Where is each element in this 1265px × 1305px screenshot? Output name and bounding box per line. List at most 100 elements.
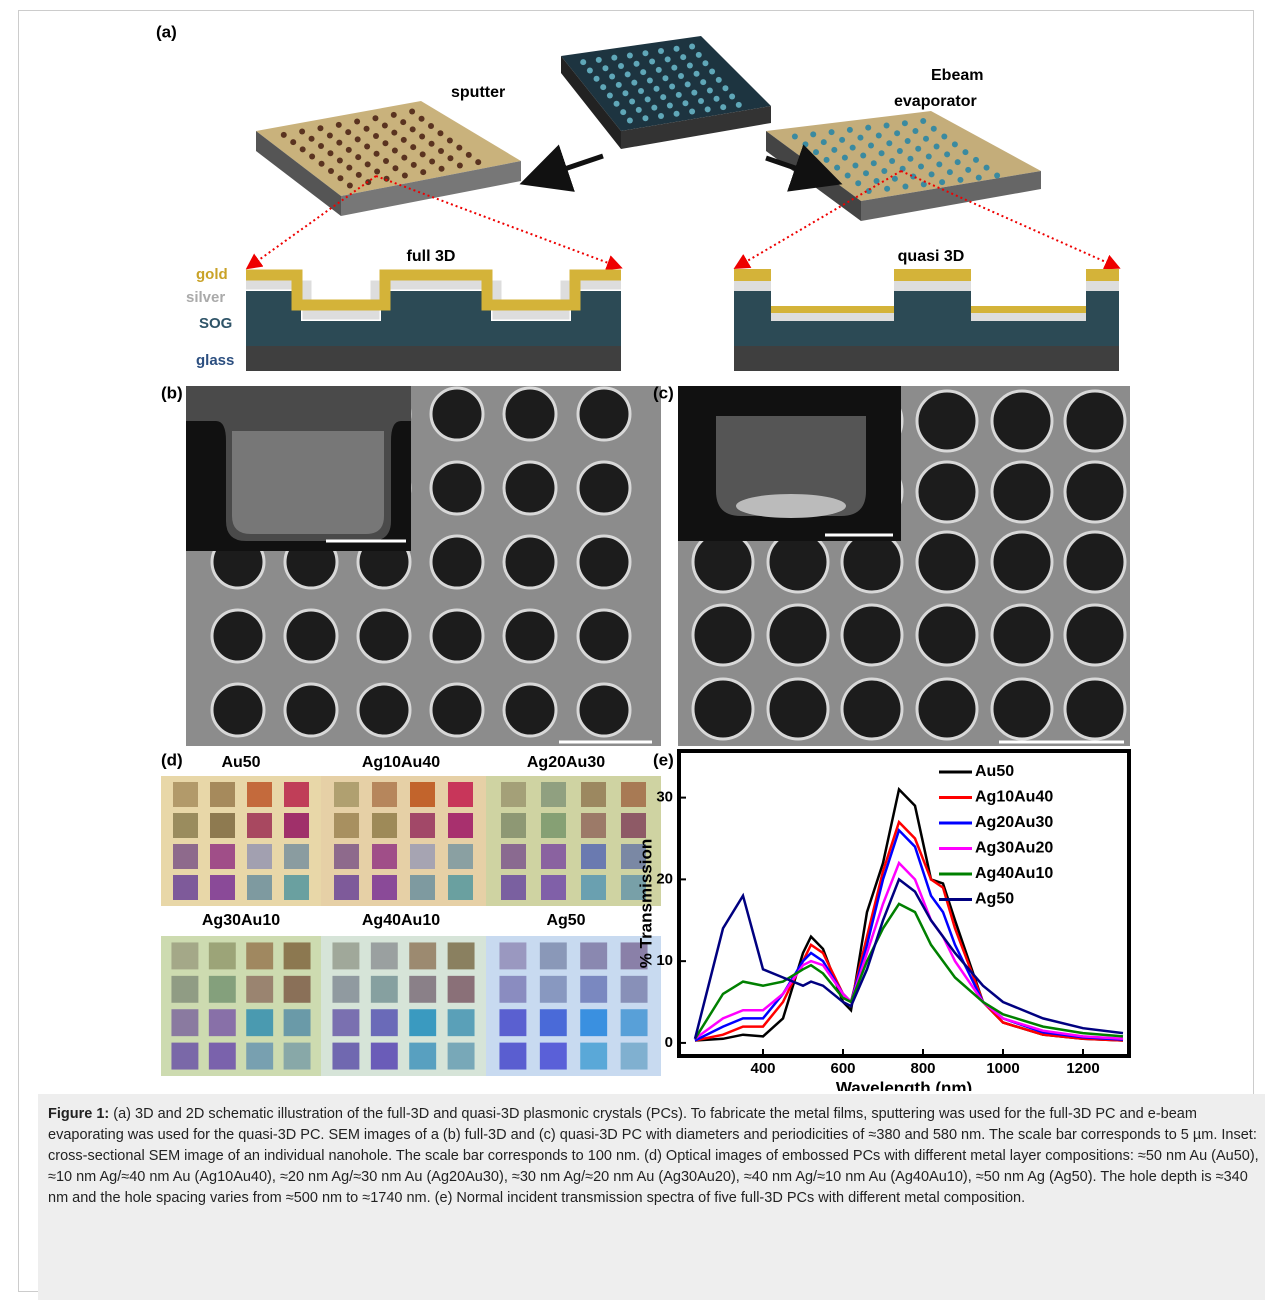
chip-hole [356, 172, 362, 178]
chip-hole [319, 161, 325, 167]
chip-hole [347, 182, 353, 188]
series-line [695, 822, 1123, 1040]
label: sputter [451, 84, 505, 101]
hole [917, 462, 977, 522]
color-pixel [410, 875, 435, 900]
chip-hole [420, 151, 426, 157]
chip-hole [923, 136, 929, 142]
chip-hole [965, 167, 971, 173]
hole [431, 684, 483, 736]
chip-hole [850, 145, 856, 151]
color-pixel [581, 844, 606, 869]
layer-label: silver [186, 289, 225, 306]
chip-hole [669, 84, 675, 90]
color-pixel [541, 813, 566, 838]
chip-hole [658, 113, 664, 119]
color-pixel [173, 844, 198, 869]
color-pixel [334, 782, 359, 807]
color-pixel [541, 782, 566, 807]
hole [992, 532, 1052, 592]
chip-hole [642, 115, 648, 121]
series-line [695, 789, 1123, 1040]
chip-hole [934, 144, 940, 150]
chip-hole [374, 151, 380, 157]
chip-hole [642, 50, 648, 56]
color-pixel [209, 976, 236, 1003]
chip-hole [614, 101, 620, 107]
caption-text: (a) 3D and 2D schematic illustration of … [48, 1106, 1259, 1206]
chip-hole [336, 140, 342, 146]
color-pixel [501, 844, 526, 869]
color-pixel [499, 1009, 526, 1036]
chip-hole [915, 146, 921, 152]
color-pixel [540, 976, 567, 1003]
color-pixel [247, 875, 272, 900]
chip-hole [649, 59, 655, 65]
hole [842, 679, 902, 739]
chip-hole [600, 84, 606, 90]
color-pixel [541, 875, 566, 900]
hole [1065, 605, 1125, 665]
chip-hole [944, 151, 950, 157]
color-pixel [448, 844, 473, 869]
schematic-chips [256, 36, 1041, 221]
sample-label: Ag30Au10 [202, 912, 280, 929]
chip-hole [373, 133, 379, 139]
chip-hole [941, 134, 947, 140]
arrow [529, 156, 603, 181]
chip-hole [892, 176, 898, 182]
chip-hole [984, 165, 990, 171]
chip-hole [847, 127, 853, 133]
color-pixel [173, 875, 198, 900]
color-pixel [209, 942, 236, 969]
chip-hole [629, 99, 635, 105]
color-pixel [247, 813, 272, 838]
chip-hole [676, 92, 682, 98]
color-pixel [171, 942, 198, 969]
color-pixel [246, 1043, 273, 1070]
chip-hole [689, 44, 695, 50]
color-pixel [284, 1009, 311, 1036]
chip-hole [438, 148, 444, 154]
chip-hole [834, 165, 840, 171]
chip-hole [383, 158, 389, 164]
chip-hole [654, 86, 660, 92]
chip-hole [921, 181, 927, 187]
chip-hole [881, 168, 887, 174]
hole [285, 684, 337, 736]
color-pixel [621, 782, 646, 807]
series-line [695, 879, 1123, 1038]
hole [285, 610, 337, 662]
hole [504, 462, 556, 514]
layer-label: gold [196, 266, 228, 283]
chip-hole [410, 144, 416, 150]
chip-hole [411, 162, 417, 168]
hole [917, 605, 977, 665]
chip-hole [651, 105, 657, 111]
chip-hole [372, 115, 378, 121]
hole [212, 684, 264, 736]
chip-hole [671, 65, 677, 71]
color-pixel [246, 976, 273, 1003]
color-pixel [621, 1043, 648, 1070]
chip-hole [402, 172, 408, 178]
color-pixel [246, 1009, 273, 1036]
hole [1065, 462, 1125, 522]
color-pixel [409, 1009, 436, 1036]
chip-hole [364, 144, 370, 150]
chip-hole [905, 138, 911, 144]
legend-label: Ag10Au40 [975, 789, 1053, 806]
color-pixel [332, 1043, 359, 1070]
color-pixel [371, 942, 398, 969]
chip-hole [698, 98, 704, 104]
chip-hole [410, 126, 416, 132]
color-pixel [540, 1043, 567, 1070]
y-tick-label: 0 [665, 1034, 673, 1051]
color-pixel [448, 942, 475, 969]
chip-hole [884, 122, 890, 128]
hole [992, 391, 1052, 451]
hole [504, 536, 556, 588]
color-pixel [246, 942, 273, 969]
chip-hole [929, 171, 935, 177]
panel-label: (a) [156, 22, 177, 41]
